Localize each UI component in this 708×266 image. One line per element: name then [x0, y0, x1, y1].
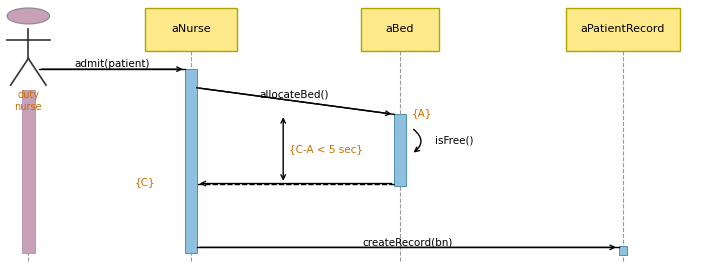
FancyBboxPatch shape — [185, 69, 197, 253]
Text: aPatientRecord: aPatientRecord — [581, 24, 666, 34]
Circle shape — [7, 8, 50, 24]
Text: {C-A < 5 sec}: {C-A < 5 sec} — [289, 144, 363, 154]
Text: aNurse: aNurse — [171, 24, 211, 34]
FancyBboxPatch shape — [145, 8, 237, 51]
FancyBboxPatch shape — [619, 246, 627, 255]
FancyBboxPatch shape — [566, 8, 680, 51]
Text: duty
nurse: duty nurse — [14, 90, 42, 112]
Text: aBed: aBed — [386, 24, 414, 34]
Text: isFree(): isFree() — [435, 136, 474, 146]
Text: createRecord(bn): createRecord(bn) — [362, 237, 453, 247]
Text: admit(patient): admit(patient) — [74, 59, 149, 69]
Text: allocateBed(): allocateBed() — [259, 89, 329, 99]
Text: {A}: {A} — [412, 108, 433, 118]
FancyBboxPatch shape — [361, 8, 439, 51]
FancyBboxPatch shape — [394, 114, 406, 186]
FancyBboxPatch shape — [22, 90, 35, 253]
Text: {C}: {C} — [135, 177, 156, 187]
